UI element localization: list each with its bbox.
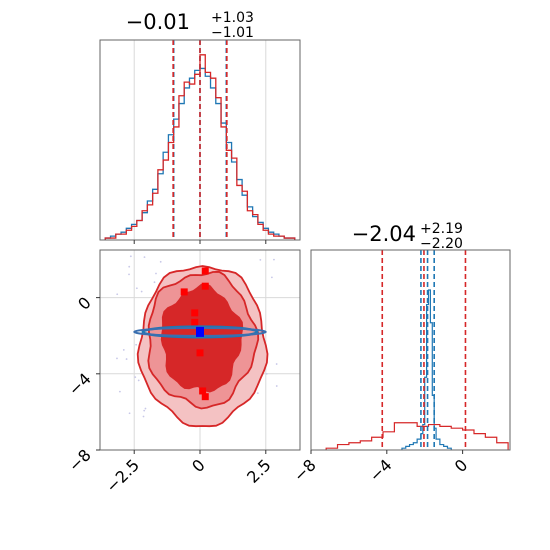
scatter-point — [137, 379, 140, 382]
joint-y-tick-label: 0 — [74, 293, 95, 314]
red-sample-point — [180, 288, 188, 296]
right-title-sub: −2.20 — [420, 236, 463, 252]
scatter-point — [155, 272, 157, 275]
scatter-point — [128, 412, 131, 415]
joint-x-tick-label: 0 — [188, 455, 209, 476]
scatter-point — [144, 407, 147, 410]
top-title-sup: +1.03 — [211, 10, 254, 26]
joint-contour-plot: −2.5 0 2.5 −8 −4 0 — [65, 249, 301, 496]
scatter-point — [153, 281, 156, 284]
blue-sample-point — [196, 326, 204, 337]
scatter-point — [273, 258, 275, 261]
right-title-sup: +2.19 — [420, 221, 463, 237]
red-histogram-step — [325, 422, 509, 450]
joint-x-tick-label: −2.5 — [102, 455, 143, 496]
right-x-tick-label: −4 — [366, 455, 396, 485]
scatter-point — [143, 256, 146, 258]
right-x-tick-label: −8 — [290, 455, 320, 485]
scatter-point — [135, 287, 138, 290]
scatter-point — [128, 273, 130, 276]
scatter-point — [128, 265, 131, 268]
scatter-point — [125, 358, 128, 360]
red-sample-point — [191, 318, 199, 326]
scatter-point — [159, 260, 162, 263]
scatter-point — [134, 376, 137, 379]
joint-x-tick-label: 2.5 — [243, 455, 274, 486]
right-x-tick-label: 0 — [451, 455, 472, 476]
top-title-main: −0.01 — [126, 10, 190, 34]
red-sample-point — [196, 349, 204, 357]
right-title-main: −2.04 — [352, 222, 416, 246]
scatter-point — [275, 363, 278, 365]
panel-top-histogram: −0.01 +1.03 −1.01 — [99, 10, 301, 244]
scatter-point — [122, 349, 125, 351]
joint-y-tick-label: −8 — [65, 445, 95, 475]
top-histogram-plot — [99, 39, 301, 244]
red-sample-point — [201, 393, 209, 401]
red-sample-point — [201, 267, 209, 275]
blue-contour-outer — [141, 325, 259, 339]
blue-histogram-step — [401, 289, 452, 450]
scatter-point — [256, 392, 259, 394]
scatter-point — [116, 357, 118, 360]
panel-right-histogram: −2.04 +2.19 −2.20 −8 −4 0 — [290, 221, 511, 486]
scatter-point — [143, 409, 146, 412]
scatter-point — [116, 293, 119, 296]
joint-y-tick-label: −4 — [65, 369, 95, 399]
scatter-point — [118, 390, 121, 393]
panel-joint-contour: −2.5 0 2.5 −8 −4 0 — [65, 249, 301, 496]
scatter-point — [142, 415, 145, 418]
scatter-point — [265, 372, 268, 375]
scatter-point — [259, 258, 262, 261]
scatter-point — [270, 276, 273, 279]
scatter-point — [275, 385, 278, 387]
red-sample-point — [191, 309, 199, 317]
scatter-point — [140, 290, 143, 293]
top-title-sub: −1.01 — [211, 25, 254, 41]
scatter-point — [129, 255, 132, 258]
red-sample-point — [201, 282, 209, 290]
right-histogram-plot: −8 −4 0 — [290, 249, 511, 486]
right-axes-frame — [310, 249, 511, 451]
red-sample-point — [199, 387, 207, 395]
scatter-point — [135, 343, 138, 346]
